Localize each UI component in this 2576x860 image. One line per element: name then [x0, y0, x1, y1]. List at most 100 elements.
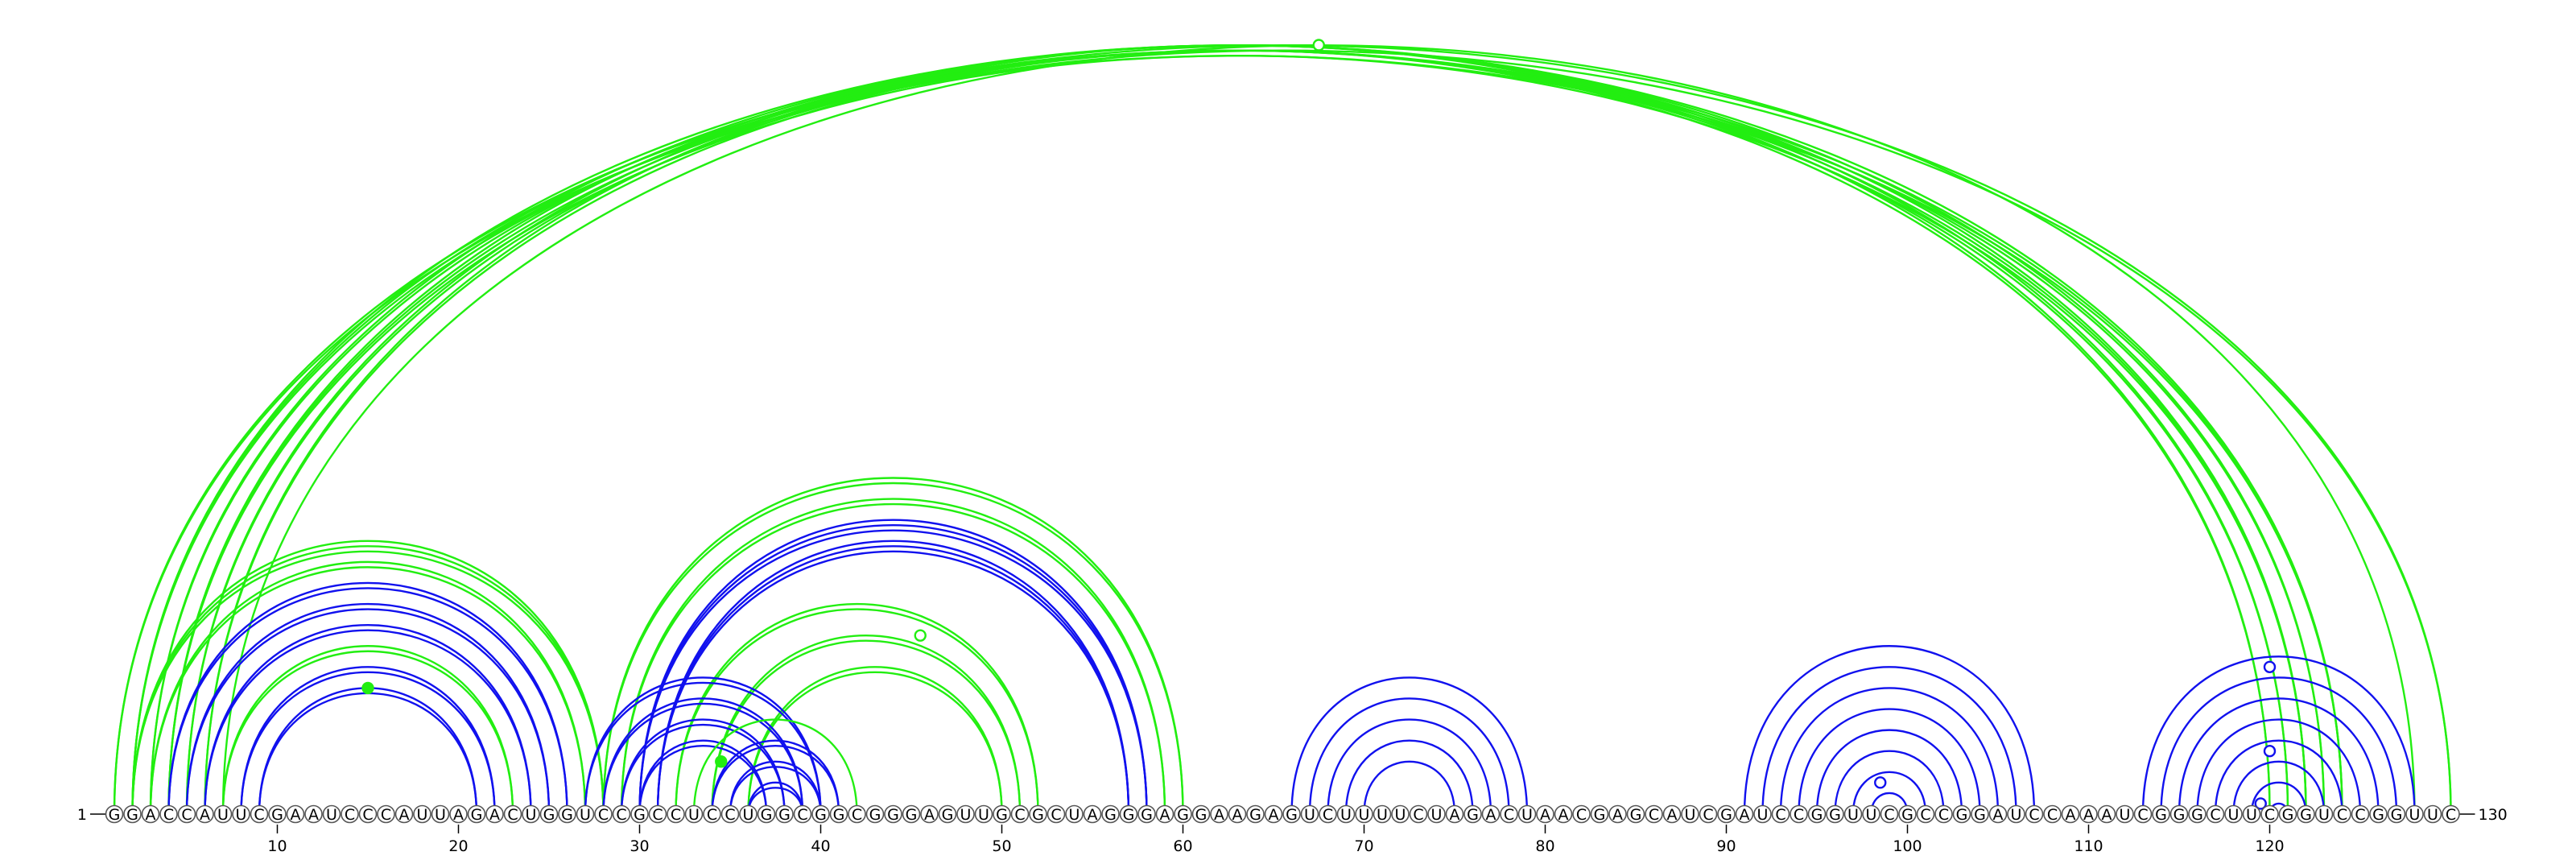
nucleotide-letter-110: A: [2083, 806, 2094, 824]
nucleotide-letter-63: A: [1232, 806, 1243, 824]
nucleotide-76: G: [1463, 804, 1482, 824]
nucleotide-letter-58: G: [1141, 806, 1153, 824]
base-pair-arc-117-124-1: [2214, 739, 2343, 815]
base-pair-arc-70-75-1: [1363, 760, 1456, 815]
nucleotide-letter-28: C: [598, 806, 609, 824]
nucleotide-letter-60: G: [1177, 806, 1189, 824]
sequence-end-label: 130: [2479, 806, 2508, 824]
nucleotide-letter-112: U: [2120, 806, 2131, 824]
nucleotide-97: U: [1843, 804, 1863, 824]
nucleotide-letter-83: G: [1594, 806, 1606, 824]
nucleotide-54: U: [1065, 804, 1084, 824]
arc-marker-7-128: [1312, 39, 1325, 52]
nucleotide-letter-65: A: [1269, 806, 1279, 824]
nucleotide-circle-22: [485, 804, 504, 824]
nucleotide-17: A: [394, 804, 414, 824]
nucleotide-circle-29: [612, 804, 631, 824]
nucleotide-59: A: [1155, 804, 1174, 824]
nucleotide-75: A: [1445, 804, 1464, 824]
nucleotide-circle-126: [2369, 804, 2388, 824]
nucleotide-letter-71: U: [1377, 806, 1388, 824]
nucleotide-letter-10: G: [271, 806, 283, 824]
nucleotide-14: C: [341, 804, 359, 824]
nucleotide-7: U: [213, 804, 233, 824]
base-pair-arc-1-130-2: [113, 49, 2452, 815]
nucleotide-letter-85: G: [1630, 806, 1642, 824]
nucleotide-circle-84: [1608, 804, 1627, 824]
nucleotide-53: C: [1046, 804, 1066, 824]
nucleotide-letter-122: G: [2300, 806, 2312, 824]
nucleotide-letter-29: C: [616, 806, 626, 824]
nucleotide-58: G: [1137, 804, 1156, 824]
nucleotide-129: U: [2423, 804, 2442, 824]
nucleotide-circle-130: [2442, 804, 2460, 824]
nucleotide-letter-73: C: [1413, 806, 1423, 824]
nucleotide-87: A: [1662, 804, 1682, 824]
nucleotide-letter-117: C: [2210, 806, 2220, 824]
nucleotide-120: C: [2260, 804, 2279, 824]
nucleotide-118: U: [2224, 804, 2243, 824]
base-pair-arc-30-58-2: [638, 523, 1148, 815]
nucleotide-letter-88: U: [1685, 806, 1696, 824]
nucleotide-circle-82: [1572, 804, 1591, 824]
nucleotide-circle-35: [720, 804, 740, 824]
nucleotide-letter-81: A: [1558, 806, 1569, 824]
nucleotide-86: C: [1645, 804, 1663, 824]
nucleotide-circle-108: [2043, 804, 2062, 824]
nucleotide-letter-25: G: [543, 806, 555, 824]
nucleotide-18: U: [413, 804, 431, 824]
base-pair-arc-113-128-1: [2141, 655, 2416, 815]
nucleotide-letter-125: C: [2355, 806, 2365, 824]
nucleotide-circle-112: [2116, 804, 2134, 824]
base-pair-arc-119-122-1: [2250, 781, 2307, 815]
nucleotide-letter-41: G: [833, 806, 845, 824]
nucleotide-circle-66: [1282, 804, 1301, 824]
nucleotide-51: C: [1010, 804, 1030, 824]
nucleotide-circle-129: [2423, 804, 2442, 824]
nucleotide-68: C: [1319, 804, 1337, 824]
nucleotide-letter-55: A: [1088, 806, 1098, 824]
base-pair-arc-35-40-2: [729, 766, 822, 815]
nucleotide-letter-94: C: [1794, 806, 1804, 824]
nucleotide-113: C: [2133, 804, 2153, 824]
nucleotide-circle-115: [2169, 804, 2189, 824]
nucleotide-circle-107: [2025, 804, 2044, 824]
nucleotide-circle-127: [2387, 804, 2406, 824]
nucleotide-circle-68: [1319, 804, 1337, 824]
nucleotide-letter-68: C: [1323, 806, 1333, 824]
nucleotide-71: U: [1373, 804, 1392, 824]
nucleotide-letter-92: U: [1757, 806, 1769, 824]
nucleotide-circle-53: [1046, 804, 1066, 824]
nucleotide-circle-34: [703, 804, 721, 824]
nucleotide-letter-118: U: [2228, 806, 2240, 824]
base-pair-arc-94-104-1: [1798, 708, 1981, 815]
nucleotide-63: A: [1228, 804, 1247, 824]
nucleotide-letter-15: C: [362, 806, 373, 824]
nucleotide-circle-99: [1880, 804, 1899, 824]
nucleotide-circle-95: [1807, 804, 1827, 824]
arc-marker-117-123: [2263, 745, 2277, 758]
nucleotide-circle-85: [1626, 804, 1645, 824]
base-pair-arc-28-39-2: [602, 703, 804, 815]
nucleotide-letter-105: A: [1993, 806, 2004, 824]
tick-label-90: 90: [1716, 837, 1736, 855]
nucleotide-circle-92: [1753, 804, 1772, 824]
nucleotide-34: C: [703, 804, 721, 824]
nucleotide-letter-26: G: [561, 806, 573, 824]
base-pair-arc-29-38-2: [620, 724, 786, 815]
nucleotide-circle-21: [467, 804, 486, 824]
nucleotide-88: U: [1681, 804, 1699, 824]
nucleotide-circle-93: [1771, 804, 1790, 824]
nucleotide-61: G: [1191, 804, 1211, 824]
nucleotide-circle-121: [2278, 804, 2297, 824]
nucleotide-letter-13: U: [326, 806, 337, 824]
base-pair-arc-4-122-3: [167, 55, 2307, 815]
nucleotide-letter-72: U: [1395, 806, 1406, 824]
nucleotide-82: C: [1572, 804, 1591, 824]
nucleotide-108: C: [2043, 804, 2062, 824]
nucleotide-letter-70: U: [1359, 806, 1370, 824]
nucleotide-letter-16: C: [381, 806, 391, 824]
nucleotide-circle-14: [341, 804, 359, 824]
